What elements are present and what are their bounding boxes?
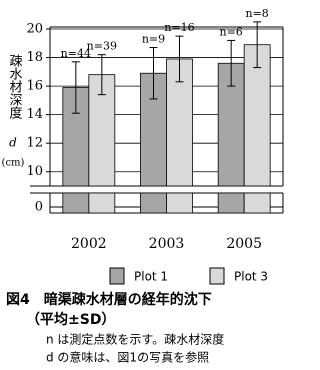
caption-note: n は測定点数を示す。疎水材深度 [46, 332, 224, 347]
bar [243, 44, 271, 187]
caption-title: 図4 暗渠疎水材層の経年的沈下 [6, 291, 212, 308]
y-tick-label: 14 [26, 107, 43, 122]
legend-label: Plot 3 [234, 270, 268, 284]
data-label: n=39 [87, 40, 117, 53]
legend-label: Plot 1 [134, 270, 168, 284]
bar-base [62, 192, 90, 214]
y-tick-label: 16 [26, 79, 43, 94]
y-tick-label: 18 [26, 50, 43, 65]
x-tick-label: 2005 [226, 236, 262, 252]
y-axis-symbol: d [9, 136, 17, 150]
x-tick-label: 2002 [71, 236, 107, 252]
data-label: n=8 [246, 7, 269, 20]
legend-swatch [109, 267, 125, 285]
bar-base [166, 192, 193, 214]
data-label: n=16 [164, 21, 194, 34]
data-label: n=6 [220, 25, 243, 38]
bar-base [140, 192, 167, 214]
y-tick-label: 12 [26, 136, 43, 151]
bar-base [88, 192, 116, 214]
bar [217, 62, 245, 187]
x-tick-label: 2003 [149, 236, 185, 252]
caption-subtitle: （平均±SD） [26, 311, 115, 328]
y-axis-label: 疎水材深度 [7, 54, 23, 119]
y-tick-label: 20 [26, 22, 43, 37]
caption-note: d の意味は、図1の写真を参照 [46, 350, 209, 365]
data-label: n=9 [142, 33, 165, 46]
bar-base [243, 192, 271, 214]
y-axis-unit: (cm) [2, 158, 25, 169]
legend-swatch [209, 267, 225, 285]
y-tick-label: 10 [26, 164, 43, 179]
data-label: n=44 [61, 47, 91, 60]
y-tick-label: 0 [35, 200, 43, 215]
chart: 疎水材深度 d (cm) 図4 暗渠疎水材層の経年的沈下 （平均±SD） n は… [2, 7, 284, 365]
bar-base [217, 192, 245, 214]
